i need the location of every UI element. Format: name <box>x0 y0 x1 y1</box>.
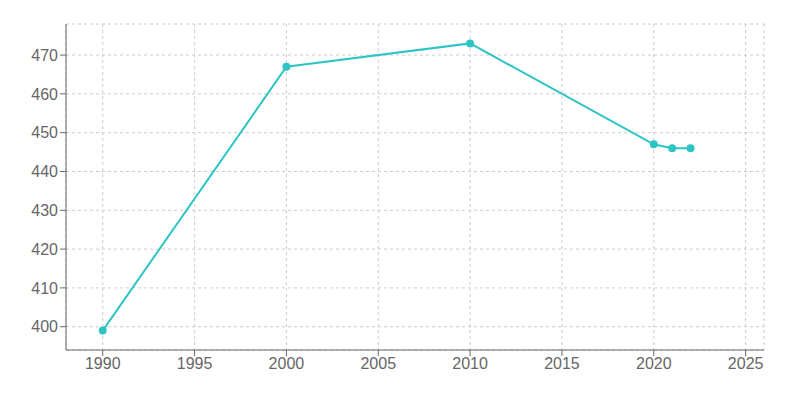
svg-text:400: 400 <box>31 318 58 335</box>
svg-text:440: 440 <box>31 163 58 180</box>
svg-text:430: 430 <box>31 202 58 219</box>
svg-text:2000: 2000 <box>269 355 305 372</box>
svg-text:2015: 2015 <box>544 355 580 372</box>
svg-text:460: 460 <box>31 86 58 103</box>
svg-text:2010: 2010 <box>452 355 488 372</box>
svg-text:450: 450 <box>31 124 58 141</box>
svg-text:2025: 2025 <box>728 355 764 372</box>
svg-text:1990: 1990 <box>85 355 121 372</box>
svg-text:2005: 2005 <box>360 355 396 372</box>
svg-text:410: 410 <box>31 280 58 297</box>
svg-text:1995: 1995 <box>177 355 213 372</box>
svg-text:420: 420 <box>31 241 58 258</box>
svg-text:470: 470 <box>31 47 58 64</box>
svg-text:2020: 2020 <box>636 355 672 372</box>
